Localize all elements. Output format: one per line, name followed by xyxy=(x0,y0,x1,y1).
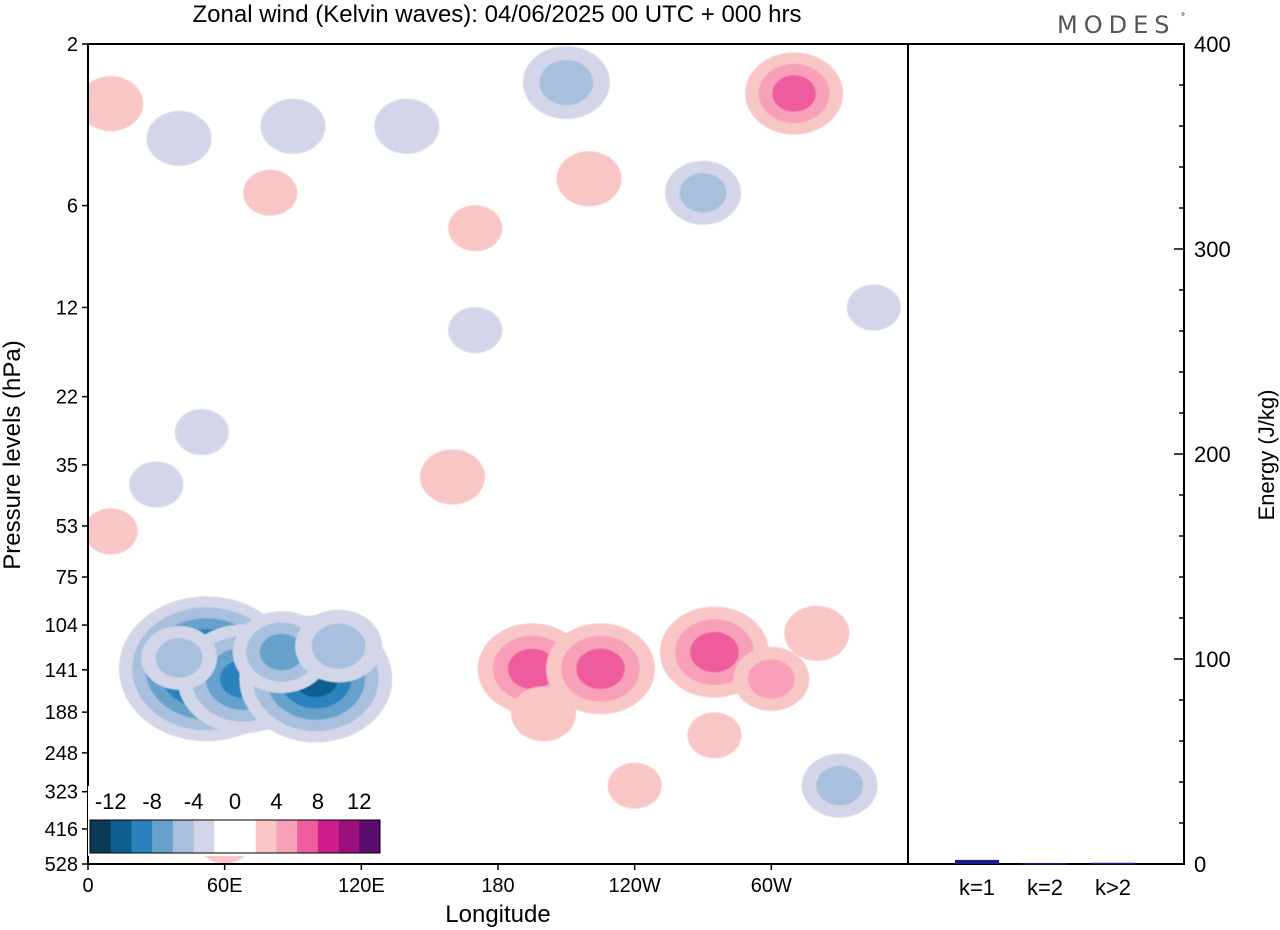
colorbar-swatch xyxy=(90,820,112,853)
colorbar-label: 4 xyxy=(270,789,282,814)
y-tick-label: 22 xyxy=(56,387,78,409)
colorbar-swatch xyxy=(338,820,360,853)
heatmap-cell xyxy=(522,46,610,120)
energy-tick-label: 100 xyxy=(1194,647,1231,672)
heatmap-cell xyxy=(556,151,622,207)
y-tick-label: 6 xyxy=(67,196,78,218)
heatmap-y-axis: 2 6 12 22 35 53 75 104 141 188 248 323 416 528 xyxy=(45,34,88,876)
y-tick-label: 248 xyxy=(45,743,78,765)
y-tick-label: 528 xyxy=(45,854,78,876)
chart-title: Zonal wind (Kelvin waves): 04/06/2025 00… xyxy=(193,1,802,28)
colorbar-label: -12 xyxy=(95,789,127,814)
energy-category-label: k=1 xyxy=(959,875,995,900)
heatmap-features xyxy=(88,46,901,864)
colorbar-swatch xyxy=(235,820,257,853)
colorbar-label: -8 xyxy=(142,789,162,814)
heatmap-cell xyxy=(295,609,383,683)
colorbar-swatch xyxy=(255,820,277,853)
heatmap-cell xyxy=(665,160,741,225)
y-tick-label: 53 xyxy=(56,516,78,538)
x-tick-label: 0 xyxy=(82,875,93,897)
energy-tick-label: 400 xyxy=(1194,32,1231,57)
x-tick-label: 120E xyxy=(338,875,385,897)
energy-bar xyxy=(1091,862,1135,865)
energy-category-label: k=2 xyxy=(1027,875,1063,900)
heatmap-cell xyxy=(801,753,878,818)
x-axis-label: Longitude xyxy=(445,901,550,928)
colorbar-swatch xyxy=(152,820,174,853)
heatmap-cell xyxy=(88,508,138,555)
heatmap-cell xyxy=(607,762,662,809)
heatmap-cell xyxy=(846,284,901,331)
heatmap-cell xyxy=(511,686,577,742)
colorbar-label: -4 xyxy=(184,789,204,814)
heatmap-cell xyxy=(129,461,184,508)
heatmap-cell xyxy=(745,52,844,135)
colorbar-swatch xyxy=(317,820,339,853)
colorbar-label: 0 xyxy=(229,789,241,814)
energy-tick-label: 300 xyxy=(1194,237,1231,262)
heatmap-plot: 2 6 12 22 35 53 75 104 141 188 248 323 416 528 0 60E 12… xyxy=(0,34,909,928)
y-tick-label: 2 xyxy=(67,34,78,56)
y-tick-label: 141 xyxy=(45,660,78,682)
colorbar-frame xyxy=(89,819,381,854)
heatmap-cell xyxy=(174,409,229,456)
x-tick-label: 60E xyxy=(207,875,243,897)
x-tick-label: 180 xyxy=(481,875,514,897)
energy-x-axis: k=1 k=2 k>2 xyxy=(959,875,1131,900)
heatmap-cell xyxy=(419,449,485,505)
colorbar-swatch xyxy=(131,820,153,853)
y-axis-label: Pressure levels (hPa) xyxy=(0,340,26,569)
heatmap-x-axis: 0 60E 120E 180 120W 60W xyxy=(82,864,792,897)
y-tick-label: 12 xyxy=(56,297,78,319)
heatmap-cell xyxy=(448,307,503,354)
y-tick-label: 75 xyxy=(56,567,78,589)
colorbar-label: 8 xyxy=(312,789,324,814)
heatmap-cell xyxy=(88,76,144,132)
y-tick-label: 416 xyxy=(45,819,78,841)
heatmap-cell xyxy=(448,205,503,252)
colorbar: -12 -8 -4 0 4 8 12 xyxy=(88,786,382,856)
heatmap-cell xyxy=(374,98,440,154)
heatmap-cell xyxy=(733,646,810,711)
energy-bars xyxy=(955,859,1135,865)
energy-frame xyxy=(907,43,1185,865)
y-tick-label: 323 xyxy=(45,782,78,804)
heatmap-cell xyxy=(546,623,655,715)
colorbar-label: 12 xyxy=(347,789,371,814)
y-tick-label: 188 xyxy=(45,702,78,724)
heatmap-cell xyxy=(243,169,298,216)
heatmap-cell xyxy=(260,98,326,154)
energy-tick-label: 200 xyxy=(1194,442,1231,467)
colorbar-swatch xyxy=(297,820,319,853)
brand-name: MODES xyxy=(1057,11,1175,39)
heatmap-cell xyxy=(146,110,212,166)
energy-plot: 0 100 200 300 400 k=1 k=2 k>2 Energy (J/kg) xyxy=(907,32,1279,900)
energy-bar xyxy=(1023,863,1067,865)
energy-tick-label: 0 xyxy=(1194,852,1206,877)
heatmap-cell xyxy=(784,605,850,661)
x-tick-label: 60W xyxy=(751,875,792,897)
brand-mark: ° xyxy=(1181,12,1185,23)
energy-category-label: k>2 xyxy=(1095,875,1131,900)
colorbar-swatch xyxy=(193,820,215,853)
energy-y-axis: 0 100 200 300 400 xyxy=(1174,32,1231,877)
heatmap-cell xyxy=(141,625,218,690)
colorbar-swatch xyxy=(359,820,381,853)
energy-bar xyxy=(955,859,999,864)
energy-axis-label: Energy (J/kg) xyxy=(1254,390,1279,521)
colorbar-swatch xyxy=(172,820,194,853)
colorbar-swatch xyxy=(214,820,236,853)
heatmap-cell xyxy=(687,712,742,759)
y-tick-label: 35 xyxy=(56,455,78,477)
x-tick-label: 120W xyxy=(609,875,661,897)
brand-logo: MODES ° xyxy=(1057,11,1185,39)
colorbar-swatch xyxy=(110,820,132,853)
colorbar-swatch xyxy=(276,820,298,853)
y-tick-label: 104 xyxy=(45,615,78,637)
